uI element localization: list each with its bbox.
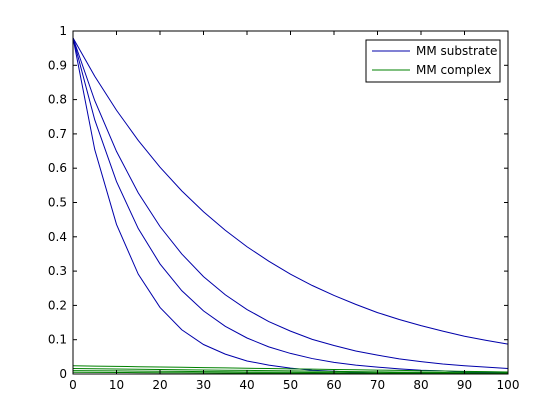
x-tick-label: 50 [283, 378, 298, 392]
series-line-mm-substrate-3 [72, 37, 509, 370]
x-tick-label: 70 [370, 378, 385, 392]
y-tick-label: 0.8 [48, 93, 67, 107]
series-line-mm-substrate-4 [72, 37, 509, 345]
x-tick-label: 30 [196, 378, 211, 392]
legend-label-mm-substrate: MM substrate [416, 44, 497, 58]
y-tick-label: 0.7 [48, 127, 67, 141]
y-tick-label: 0.9 [48, 58, 67, 72]
y-tick-label: 0 [59, 367, 67, 381]
x-tick-label: 90 [457, 378, 472, 392]
y-tick-label: 0.4 [48, 230, 67, 244]
axes-layer: 0 10 20 30 40 50 60 70 80 90 100 0 0.1 0.2 0.3 0.4 0.5 0.… [48, 24, 520, 392]
x-tick-label: 100 [497, 378, 520, 392]
y-tick-label: 0.6 [48, 161, 67, 175]
x-tick-label: 0 [69, 378, 77, 392]
series-line-mm-complex-8 [72, 365, 509, 373]
y-tick-label: 0.3 [48, 264, 67, 278]
legend-box [365, 39, 501, 83]
y-tick-label: 1 [59, 24, 67, 38]
x-tick-label: 10 [109, 378, 124, 392]
x-tick-label: 60 [326, 378, 341, 392]
x-tick-label: 20 [152, 378, 167, 392]
legend-label-mm-complex: MM complex [416, 63, 491, 77]
legend: MM substrate MM complex [365, 39, 501, 83]
y-tick-label: 0.1 [48, 333, 67, 347]
x-tick-label: 80 [413, 378, 428, 392]
plot-area [73, 31, 508, 374]
y-tick-label: 0.5 [48, 196, 67, 210]
x-tick-label: 40 [239, 378, 254, 392]
y-tick-label: 0.2 [48, 298, 67, 312]
